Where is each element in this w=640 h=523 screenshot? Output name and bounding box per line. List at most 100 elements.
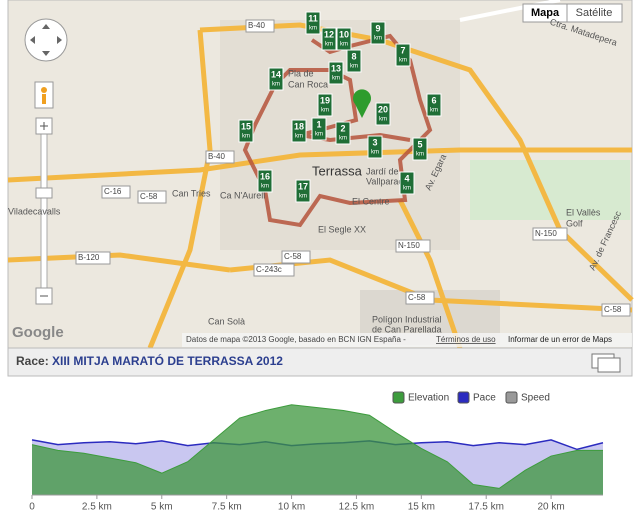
x-tick-label: 5 km	[151, 502, 173, 513]
x-tick-label: 2.5 km	[82, 502, 112, 513]
satellite-button-label: Satélite	[576, 7, 613, 19]
legend-swatch	[457, 391, 470, 404]
place-label: El Segle XX	[318, 224, 366, 234]
x-tick-label: 12.5 km	[339, 502, 375, 513]
route	[242, 33, 433, 228]
km-marker	[305, 11, 321, 35]
expand-icon[interactable]	[597, 357, 621, 373]
km-marker	[321, 27, 337, 51]
road-label: N-150	[398, 241, 420, 250]
km-number: 5	[417, 139, 422, 149]
place-label: El Vallès	[566, 207, 601, 217]
x-tick-label: 20 km	[537, 502, 564, 513]
road-shield	[601, 303, 631, 317]
pan-circle[interactable]	[24, 18, 68, 62]
map-button-label: Mapa	[531, 7, 560, 19]
km-marker	[395, 43, 411, 67]
km-unit: km	[272, 82, 280, 88]
km-unit: km	[325, 42, 333, 48]
km-marker	[426, 93, 442, 117]
km-marker	[257, 169, 273, 193]
road-label: C-243c	[256, 265, 282, 274]
km-number: 4	[404, 173, 409, 183]
road-shield	[205, 150, 235, 164]
km-marker	[367, 135, 383, 159]
km-number: 3	[372, 137, 377, 147]
road-label: C-16	[104, 187, 122, 196]
pegman-body	[42, 94, 46, 104]
road-label: C-58	[284, 252, 302, 261]
road-shield	[532, 227, 568, 241]
km-number: 2	[340, 123, 345, 133]
km-unit: km	[430, 108, 438, 114]
km-unit: km	[332, 76, 340, 82]
km-marker	[291, 119, 307, 143]
place-label: Can Roca	[288, 79, 328, 89]
pegman	[41, 87, 47, 93]
place-label: Polígon Industrial	[372, 314, 442, 324]
km-number: 16	[260, 171, 270, 181]
road-label: C-58	[408, 293, 426, 302]
road-label: C-58	[604, 305, 622, 314]
race-name: XIII MITJA MARATÓ DE TERRASSA 2012	[52, 353, 283, 368]
km-marker	[268, 67, 284, 91]
satellite-button[interactable]	[566, 3, 623, 23]
plus-icon	[40, 122, 48, 130]
legend-swatch	[505, 391, 518, 404]
road-shield	[281, 250, 311, 264]
km-marker	[336, 27, 352, 51]
place-label: Viladecavalls	[8, 206, 61, 216]
km-unit: km	[321, 108, 329, 114]
road-label: B-40	[208, 152, 225, 161]
road-label: B-120	[78, 253, 100, 262]
km-unit: km	[371, 150, 379, 156]
km-number: 1	[316, 119, 321, 129]
area-fill	[32, 404, 603, 495]
km-marker	[238, 119, 254, 143]
report-link[interactable]: Informar de un error de Maps	[508, 335, 612, 344]
km-marker	[317, 93, 333, 117]
road-label: B-40	[248, 21, 265, 30]
x-tick-label: 15 km	[408, 502, 435, 513]
legend-label: Elevation	[408, 393, 449, 404]
place-label: Can Solà	[208, 316, 245, 326]
road-shield	[101, 185, 131, 199]
km-number: 17	[298, 181, 308, 191]
km-unit: km	[340, 42, 348, 48]
place-label: Terrassa	[312, 163, 363, 178]
km-marker	[412, 137, 428, 161]
road-shield	[137, 190, 167, 204]
km-unit: km	[374, 36, 382, 42]
legend-label: Pace	[473, 393, 496, 404]
km-unit: km	[339, 136, 347, 142]
place-label: Can Tries	[172, 188, 211, 198]
pan-control[interactable]	[24, 18, 68, 62]
km-marker	[375, 102, 391, 126]
attribution-bg	[182, 333, 632, 347]
race-bar	[7, 347, 633, 377]
road	[459, 0, 561, 22]
start-pin	[353, 89, 372, 118]
km-marker	[295, 179, 311, 203]
road-label: N-150	[535, 229, 557, 238]
km-number: 20	[378, 104, 388, 114]
road-shield	[245, 19, 275, 33]
road-shield	[405, 291, 435, 305]
km-marker	[399, 171, 415, 195]
place-label: Jardí de	[366, 166, 399, 176]
km-number: 13	[331, 63, 341, 73]
terms-link[interactable]: Términos de uso	[436, 335, 496, 344]
km-number: 15	[241, 121, 251, 131]
km-unit: km	[350, 64, 358, 70]
place-label: Pla de	[288, 68, 314, 78]
x-tick-label: 0	[29, 502, 35, 513]
km-unit: km	[315, 132, 323, 138]
place-label: Golf	[566, 218, 583, 228]
km-number: 11	[308, 13, 318, 23]
x-tick-label: 17.5 km	[468, 502, 504, 513]
km-marker	[370, 21, 386, 45]
km-number: 6	[431, 95, 436, 105]
road	[7, 147, 632, 183]
zoom-knob[interactable]	[35, 187, 53, 199]
